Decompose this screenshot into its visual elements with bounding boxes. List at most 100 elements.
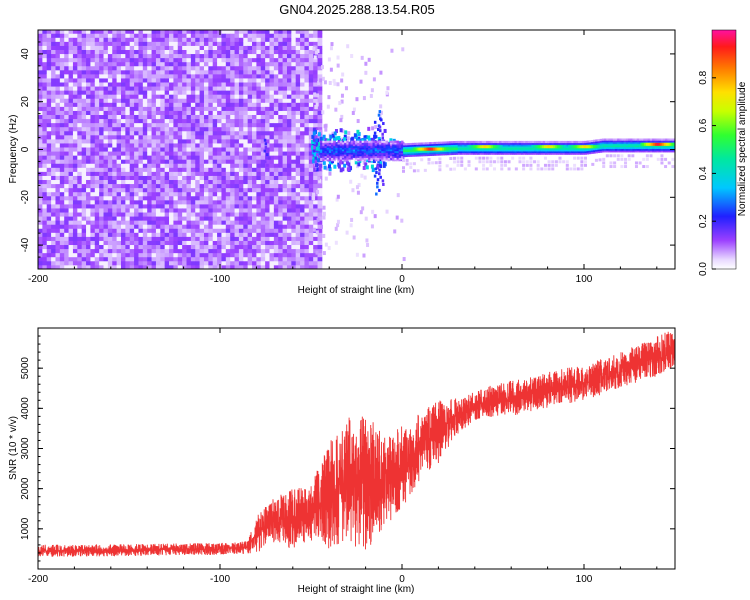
heatmap-cell bbox=[125, 134, 131, 140]
heatmap-cell bbox=[225, 195, 231, 201]
heatmap-cell bbox=[42, 147, 48, 152]
heatmap-cell bbox=[173, 264, 179, 269]
heatmap-cell bbox=[286, 195, 292, 201]
heatmap-cell bbox=[38, 69, 43, 75]
heatmap-cell bbox=[247, 252, 253, 258]
heatmap-cell bbox=[273, 216, 279, 221]
heatmap-cell bbox=[129, 53, 135, 59]
heatmap-cell bbox=[81, 61, 87, 67]
heatmap-cell bbox=[278, 57, 284, 63]
heatmap-cell bbox=[278, 179, 284, 185]
heatmap-cell bbox=[269, 208, 275, 213]
heatmap-cell bbox=[269, 175, 275, 181]
heatmap-cell bbox=[199, 45, 205, 50]
heatmap-cell bbox=[77, 98, 83, 103]
heatmap-cell bbox=[142, 260, 148, 266]
heatmap-cell bbox=[160, 183, 166, 189]
heatmap-cell bbox=[295, 82, 301, 87]
heatmap-cell bbox=[269, 187, 275, 193]
heatmap-cell bbox=[212, 232, 218, 237]
heatmap-cell bbox=[169, 159, 174, 164]
heatmap-cell bbox=[300, 171, 305, 176]
heatmap-cell bbox=[269, 98, 275, 103]
heatmap-cell bbox=[269, 102, 275, 107]
heatmap-cell bbox=[382, 182, 385, 186]
heatmap-cell bbox=[59, 236, 65, 241]
heatmap-cell bbox=[59, 179, 65, 185]
heatmap-cell bbox=[322, 157, 325, 160]
heatmap-cell bbox=[112, 94, 118, 99]
heatmap-cell bbox=[370, 137, 374, 142]
heatmap-cell bbox=[339, 145, 343, 148]
heatmap-cell bbox=[134, 78, 139, 83]
heatmap-cell bbox=[59, 167, 65, 172]
heatmap-cell bbox=[195, 183, 201, 189]
heatmap-cell bbox=[199, 159, 205, 164]
heatmap-cell bbox=[182, 69, 187, 75]
heatmap-cell bbox=[361, 144, 365, 147]
heatmap-cell bbox=[51, 220, 56, 225]
heatmap-cell bbox=[372, 77, 376, 82]
heatmap-cell bbox=[282, 41, 288, 46]
heatmap-cell bbox=[234, 61, 240, 67]
heatmap-cell bbox=[195, 57, 201, 63]
heatmap-cell bbox=[234, 49, 240, 55]
heatmap-cell bbox=[357, 159, 360, 162]
heatmap-cell bbox=[138, 69, 144, 75]
heatmap-cell bbox=[282, 122, 288, 128]
heatmap-cell bbox=[361, 157, 365, 160]
heatmap-cell bbox=[278, 90, 284, 95]
heatmap-cell bbox=[230, 65, 235, 71]
heatmap-cell bbox=[221, 118, 227, 124]
heatmap-cell bbox=[51, 69, 56, 75]
heatmap-cell bbox=[286, 175, 292, 181]
heatmap-cell bbox=[339, 150, 343, 153]
heatmap-cell bbox=[295, 45, 301, 50]
heatmap-cell bbox=[208, 45, 214, 50]
heatmap-cell bbox=[212, 61, 218, 67]
heatmap-cell bbox=[190, 244, 196, 250]
heatmap-cell bbox=[147, 195, 152, 201]
heatmap-cell bbox=[129, 37, 135, 42]
heatmap-cell bbox=[38, 252, 43, 258]
heatmap-cell bbox=[282, 45, 288, 50]
heatmap-cell bbox=[120, 240, 126, 246]
heatmap-cell bbox=[396, 152, 400, 155]
heatmap-cell bbox=[269, 179, 275, 185]
heatmap-cell bbox=[256, 49, 262, 55]
heatmap-cell bbox=[225, 37, 231, 42]
heatmap-cell bbox=[51, 212, 56, 217]
heatmap-cell bbox=[164, 114, 170, 120]
heatmap-cell bbox=[221, 163, 227, 168]
heatmap-cell bbox=[169, 41, 174, 46]
heatmap-cell bbox=[304, 134, 310, 140]
heatmap-cell bbox=[378, 188, 381, 192]
heatmap-cell bbox=[142, 41, 148, 46]
heatmap-cell bbox=[385, 145, 389, 148]
heatmap-cell bbox=[217, 171, 222, 176]
heatmap-cell bbox=[278, 236, 284, 241]
heatmap-cell bbox=[51, 179, 56, 185]
heatmap-cell bbox=[238, 122, 244, 128]
heatmap-cell bbox=[59, 53, 65, 59]
heatmap-cell bbox=[238, 220, 244, 225]
heatmap-cell bbox=[38, 264, 43, 269]
heatmap-cell bbox=[107, 216, 113, 221]
heatmap-cell bbox=[295, 61, 301, 67]
heatmap-cell bbox=[322, 142, 325, 145]
heatmap-cell bbox=[365, 147, 369, 150]
heatmap-cell bbox=[99, 163, 104, 168]
heatmap-cell bbox=[278, 191, 284, 197]
heatmap-cell bbox=[42, 102, 48, 107]
heatmap-cell bbox=[112, 155, 118, 160]
heatmap-cell bbox=[304, 203, 310, 209]
heatmap-cell bbox=[339, 154, 343, 157]
heatmap-cell bbox=[55, 57, 61, 63]
heatmap-cell bbox=[273, 90, 279, 95]
heatmap-cell bbox=[68, 45, 74, 50]
heatmap-cell bbox=[38, 232, 43, 237]
heatmap-cell bbox=[212, 260, 218, 266]
heatmap-cell bbox=[278, 82, 284, 87]
heatmap-cell bbox=[90, 98, 96, 103]
heatmap-cell bbox=[173, 53, 179, 59]
